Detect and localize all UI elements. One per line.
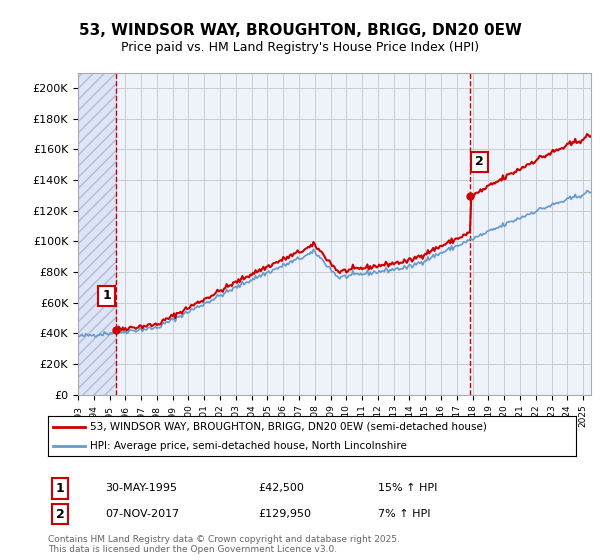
Text: 1: 1 bbox=[56, 482, 64, 495]
Text: 15% ↑ HPI: 15% ↑ HPI bbox=[378, 483, 437, 493]
Text: Price paid vs. HM Land Registry's House Price Index (HPI): Price paid vs. HM Land Registry's House … bbox=[121, 41, 479, 54]
Text: 53, WINDSOR WAY, BROUGHTON, BRIGG, DN20 0EW: 53, WINDSOR WAY, BROUGHTON, BRIGG, DN20 … bbox=[79, 24, 521, 38]
Text: HPI: Average price, semi-detached house, North Lincolnshire: HPI: Average price, semi-detached house,… bbox=[90, 441, 407, 450]
Text: 2: 2 bbox=[475, 155, 484, 169]
Text: 2: 2 bbox=[56, 507, 64, 521]
Text: 30-MAY-1995: 30-MAY-1995 bbox=[105, 483, 177, 493]
Text: £129,950: £129,950 bbox=[258, 509, 311, 519]
Text: £42,500: £42,500 bbox=[258, 483, 304, 493]
Text: 53, WINDSOR WAY, BROUGHTON, BRIGG, DN20 0EW (semi-detached house): 53, WINDSOR WAY, BROUGHTON, BRIGG, DN20 … bbox=[90, 422, 487, 432]
Text: 1: 1 bbox=[102, 290, 111, 302]
Text: Contains HM Land Registry data © Crown copyright and database right 2025.
This d: Contains HM Land Registry data © Crown c… bbox=[48, 535, 400, 554]
Text: 7% ↑ HPI: 7% ↑ HPI bbox=[378, 509, 431, 519]
Text: 07-NOV-2017: 07-NOV-2017 bbox=[105, 509, 179, 519]
